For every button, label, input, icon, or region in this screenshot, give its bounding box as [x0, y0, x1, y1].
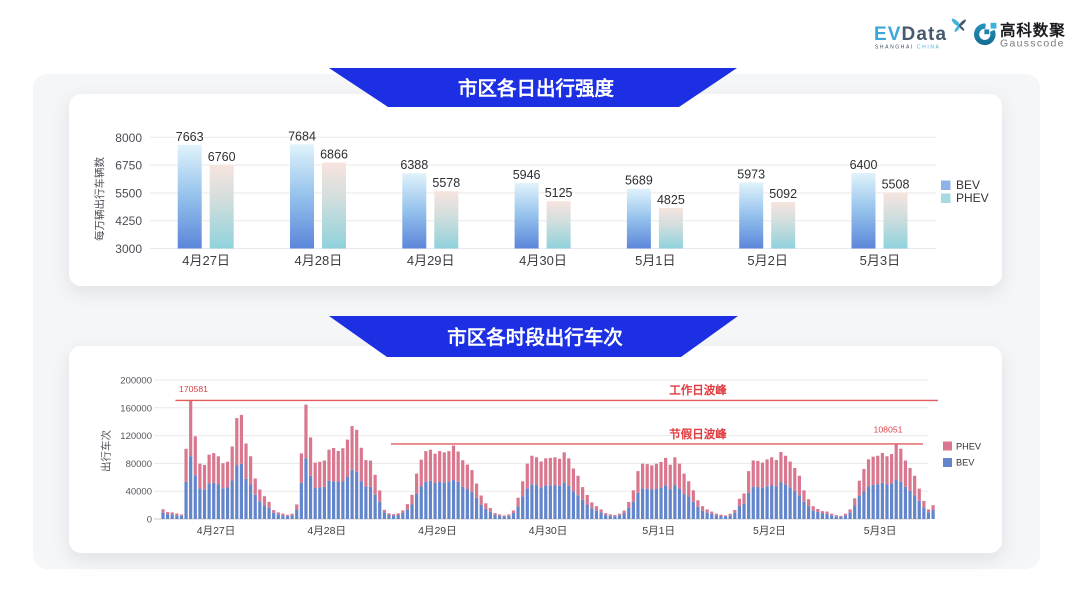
- svg-text:5508: 5508: [882, 178, 910, 192]
- svg-text:5月1日: 5月1日: [635, 253, 675, 268]
- svg-text:4月28日: 4月28日: [307, 525, 346, 537]
- svg-text:6866: 6866: [320, 148, 348, 162]
- svg-text:4月28日: 4月28日: [295, 253, 343, 268]
- svg-text:Gausscode: Gausscode: [1000, 38, 1065, 50]
- svg-text:4月30日: 4月30日: [529, 525, 568, 537]
- svg-text:108051: 108051: [874, 425, 903, 435]
- svg-text:4825: 4825: [657, 193, 685, 207]
- svg-text:6400: 6400: [850, 158, 878, 172]
- svg-text:PHEV: PHEV: [956, 442, 982, 452]
- svg-text:160000: 160000: [120, 403, 152, 414]
- svg-text:4月29日: 4月29日: [418, 525, 457, 537]
- svg-text:5月1日: 5月1日: [642, 525, 675, 537]
- svg-text:80000: 80000: [126, 459, 152, 470]
- svg-text:5月3日: 5月3日: [860, 253, 900, 268]
- svg-text:出行车次: 出行车次: [100, 430, 113, 472]
- svg-text:7684: 7684: [288, 129, 316, 143]
- svg-text:6760: 6760: [208, 150, 236, 164]
- svg-text:6750: 6750: [115, 159, 142, 173]
- svg-text:5月2日: 5月2日: [753, 525, 786, 537]
- svg-text:5092: 5092: [769, 187, 797, 201]
- svg-text:4月29日: 4月29日: [407, 253, 455, 268]
- svg-text:市区各时段出行车次: 市区各时段出行车次: [447, 326, 623, 349]
- svg-text:5578: 5578: [432, 176, 460, 190]
- svg-text:BEV: BEV: [956, 178, 980, 192]
- svg-text:PHEV: PHEV: [956, 191, 989, 205]
- svg-text:5973: 5973: [737, 167, 765, 181]
- svg-text:6388: 6388: [400, 158, 428, 172]
- svg-text:5月3日: 5月3日: [864, 525, 897, 537]
- svg-text:4月30日: 4月30日: [519, 253, 567, 268]
- svg-text:BEV: BEV: [956, 458, 975, 468]
- svg-text:3000: 3000: [115, 242, 142, 256]
- svg-text:市区各日出行强度: 市区各日出行强度: [458, 77, 615, 100]
- svg-text:4250: 4250: [115, 214, 142, 228]
- svg-text:120000: 120000: [120, 431, 152, 442]
- svg-text:高科数聚: 高科数聚: [1000, 21, 1066, 40]
- svg-text:4月27日: 4月27日: [182, 253, 230, 268]
- svg-text:5月2日: 5月2日: [747, 253, 787, 268]
- svg-text:EVData: EVData: [874, 24, 947, 45]
- svg-text:170581: 170581: [179, 384, 208, 394]
- svg-text:200000: 200000: [120, 376, 152, 387]
- svg-text:4月27日: 4月27日: [197, 525, 236, 537]
- svg-text:5500: 5500: [115, 186, 142, 200]
- svg-text:40000: 40000: [126, 487, 152, 498]
- svg-text:节假日波峰: 节假日波峰: [669, 427, 727, 441]
- svg-text:5125: 5125: [545, 186, 573, 200]
- svg-text:每万辆出行车辆数: 每万辆出行车辆数: [93, 157, 106, 241]
- svg-text:0: 0: [147, 515, 152, 526]
- svg-text:工作日波峰: 工作日波峰: [669, 383, 727, 397]
- svg-text:5946: 5946: [513, 168, 541, 182]
- svg-text:8000: 8000: [115, 131, 142, 145]
- svg-text:5689: 5689: [625, 174, 653, 188]
- svg-text:SHANGHAI CHINA: SHANGHAI CHINA: [875, 45, 940, 51]
- svg-text:7663: 7663: [176, 130, 204, 144]
